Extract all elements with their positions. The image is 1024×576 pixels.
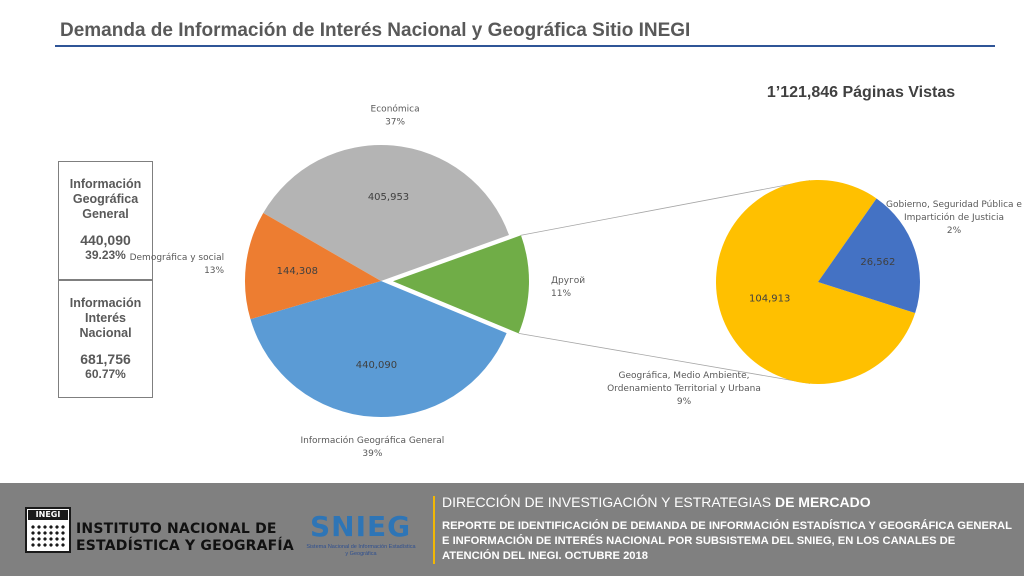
category-label: Información Geográfica General bbox=[301, 435, 445, 446]
summary-box-percent: 60.77% bbox=[85, 367, 126, 381]
report-description: REPORTE DE IDENTIFICACIÓN DE DEMANDA DE … bbox=[442, 520, 1012, 562]
value-label: 440,090 bbox=[356, 360, 397, 371]
inegi-logo: INEGI bbox=[25, 507, 71, 553]
snieg-logo: SNIEG bbox=[310, 510, 411, 543]
percent-label: 11% bbox=[551, 289, 571, 299]
department-name: DIRECCIÓN DE INVESTIGACIÓN Y ESTRATEGIAS… bbox=[442, 494, 871, 510]
value-label: 405,953 bbox=[368, 192, 409, 203]
summary-box-value: 440,090 bbox=[80, 232, 131, 248]
percent-label: 9% bbox=[677, 397, 692, 407]
department-name-bold: DE MERCADO bbox=[774, 494, 871, 510]
snieg-logo-text: SNIEG bbox=[310, 510, 412, 543]
total-page-views: 1’121,846 Páginas Vistas bbox=[766, 84, 956, 101]
category-label: Другой bbox=[551, 276, 585, 286]
percent-label: 13% bbox=[204, 266, 224, 276]
inegi-logo-wordmark: INEGI bbox=[28, 510, 68, 520]
pie-slice-другои bbox=[392, 235, 529, 334]
summary-box-value: 681,756 bbox=[80, 351, 131, 367]
summary-box-interes-nacional: Información Interés Nacional 681,756 60.… bbox=[58, 280, 153, 398]
percent-label: 39% bbox=[362, 449, 382, 459]
institute-name: INSTITUTO NACIONAL DE ESTADÍSTICA Y GEOG… bbox=[76, 521, 294, 554]
pie-slice-informacion-geografica-general bbox=[250, 281, 507, 418]
footer-band: INEGI INSTITUTO NACIONAL DE ESTADÍSTICA … bbox=[0, 483, 1024, 576]
pie-of-pie-chart: 405,953 440,090 144,308 Económica 37% Другой 1… bbox=[130, 104, 1023, 459]
pie-slice-demografica-y-social bbox=[244, 213, 381, 320]
summary-box-geografica: Información Geográfica General 440,090 3… bbox=[58, 161, 153, 280]
summary-box-label: Información Interés Nacional bbox=[69, 296, 142, 340]
category-label: Demográfica y social bbox=[130, 253, 225, 263]
pie-slice-geografica-medio-ambiente-ordenamiento-territorial-y-urbana bbox=[715, 180, 916, 385]
connector-line-top bbox=[520, 180, 811, 236]
category-label: Ordenamiento Territorial y Urbana bbox=[607, 384, 761, 394]
connector-line-bottom bbox=[518, 332, 811, 384]
page-title: Demanda de Información de Interés Nacion… bbox=[60, 20, 691, 41]
title-underline bbox=[55, 45, 995, 47]
snieg-caption: Sistema Nacional de Información Estadíst… bbox=[306, 544, 416, 557]
value-label: 144,308 bbox=[277, 266, 318, 277]
percent-label: 2% bbox=[947, 226, 962, 236]
footer-divider bbox=[433, 496, 435, 564]
category-label: Impartición de Justicia bbox=[904, 212, 1004, 223]
summary-box-percent: 39.23% bbox=[85, 248, 126, 262]
inegi-dots-icon bbox=[30, 524, 66, 548]
category-label: Gobierno, Seguridad Pública e bbox=[886, 200, 1022, 210]
percent-label: 37% bbox=[385, 118, 405, 128]
value-label: 26,562 bbox=[860, 257, 895, 268]
pie-slice-gobierno-seguridad-publica-e-imparticion-de-justicia bbox=[818, 198, 920, 314]
category-label: Geográfica, Medio Ambiente, bbox=[619, 371, 750, 381]
department-name-regular: DIRECCIÓN DE INVESTIGACIÓN Y ESTRATEGIAS bbox=[442, 494, 772, 510]
value-label: 104,913 bbox=[749, 293, 790, 304]
pie-slice-economica bbox=[263, 145, 509, 281]
category-label: Económica bbox=[371, 104, 420, 115]
summary-box-label: Información Geográfica General bbox=[69, 177, 142, 221]
